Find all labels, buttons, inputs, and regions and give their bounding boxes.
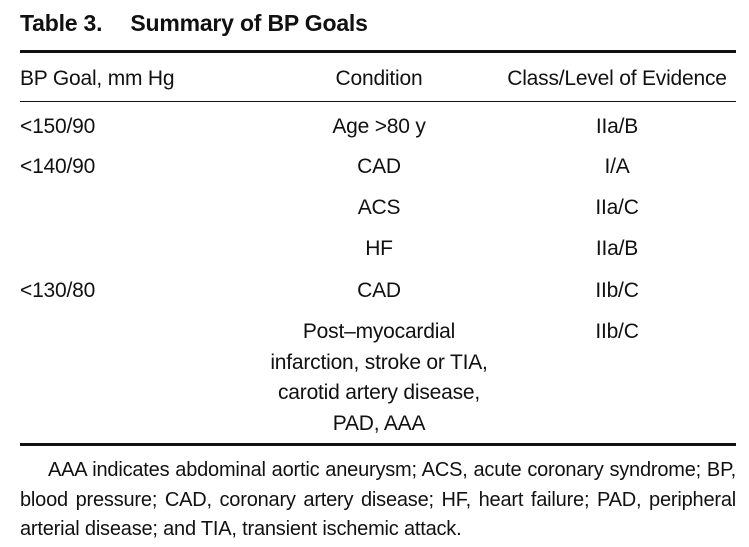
- top-rule: [20, 50, 736, 53]
- row-6-condition-line-2: infarction, stroke or TIA,: [270, 350, 488, 374]
- row-2-evidence: I/A: [604, 155, 630, 178]
- row-6-condition-line-3: carotid artery disease,: [278, 381, 480, 404]
- bottom-rule: [20, 443, 736, 446]
- header-rule: [20, 101, 736, 102]
- row-6-evidence: IIb/C: [595, 320, 639, 343]
- row-1-condition: Age >80 y: [332, 115, 426, 138]
- header-bp-goal: BP Goal, mm Hg: [20, 67, 175, 90]
- row-6-condition: Post–myocardial infarction, stroke or TI…: [257, 317, 501, 439]
- row-6-condition-line-1: Post–myocardial: [302, 320, 456, 343]
- header-evidence: Class/Level of Evidence: [507, 67, 727, 90]
- row-3-condition: ACS: [357, 196, 401, 219]
- row-1-evidence: IIa/B: [595, 115, 639, 138]
- row-6-condition-line-4: PAD, AAA: [332, 411, 426, 435]
- row-2-condition: CAD: [357, 155, 401, 178]
- row-4-evidence: IIa/B: [595, 237, 639, 260]
- row-5-evidence: IIb/C: [595, 279, 639, 302]
- table-footnote: AAA indicates abdominal aortic aneurysm;…: [20, 459, 736, 540]
- row-5-condition: CAD: [357, 279, 401, 302]
- row-2-goal: <140/90: [20, 155, 96, 178]
- row-3-evidence: IIa/C: [595, 196, 639, 219]
- table-number: Table 3.: [20, 10, 103, 36]
- row-5-goal: <130/80: [20, 279, 96, 302]
- table-title: Table 3. Summary of BP Goals: [20, 10, 368, 37]
- row-4-condition: HF: [365, 237, 393, 260]
- header-condition: Condition: [335, 67, 423, 90]
- table-title-text: Summary of BP Goals: [130, 10, 368, 36]
- row-1-goal: <150/90: [20, 115, 96, 138]
